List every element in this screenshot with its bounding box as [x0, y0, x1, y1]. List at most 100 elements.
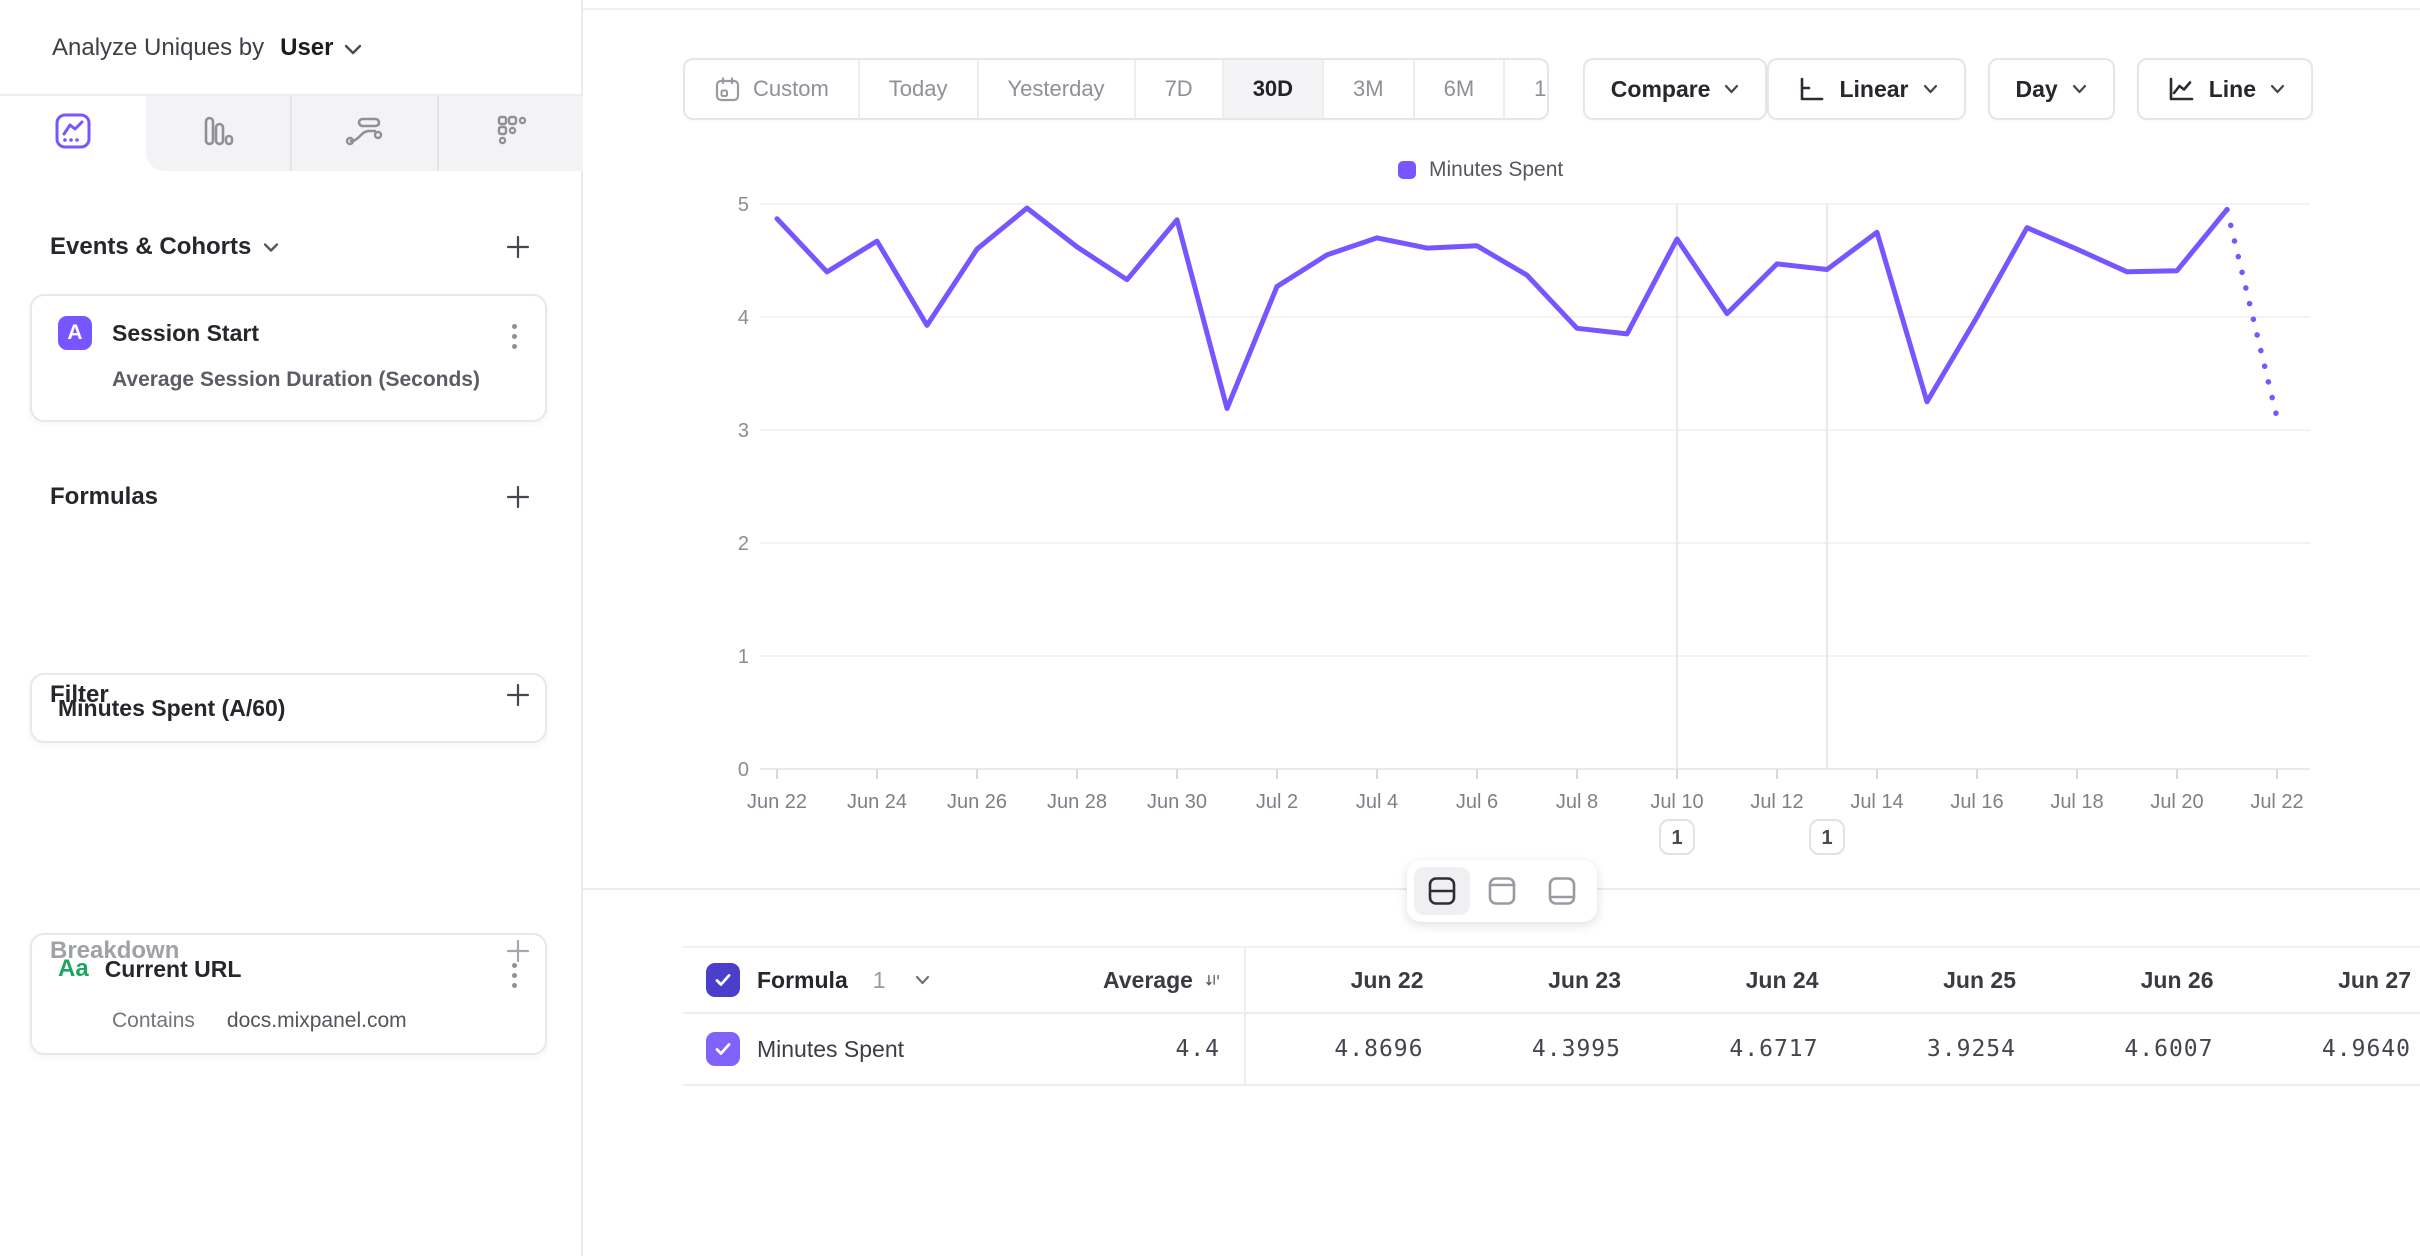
event-letter-badge: A: [58, 316, 92, 350]
scale-dropdown[interactable]: Linear: [1767, 58, 1966, 120]
table-only-icon: [1548, 877, 1575, 905]
annotation-badge[interactable]: [1659, 819, 1695, 855]
linear-axis-icon: [1801, 77, 1824, 101]
range-option-custom[interactable]: Custom: [685, 60, 860, 118]
formula-group-number: 1: [872, 966, 886, 993]
flows-tab-icon: [343, 111, 385, 156]
formula-card[interactable]: Minutes Spent (A/60): [30, 673, 547, 743]
date-column-header[interactable]: Jun 25: [1943, 966, 2016, 993]
chart-type-label: Line: [2208, 75, 2256, 102]
bar-chart-tab-icon: [198, 111, 238, 156]
analyze-value-dropdown[interactable]: User: [280, 34, 334, 61]
compare-label: Compare: [1610, 75, 1711, 102]
range-option-6m[interactable]: 6M: [1415, 60, 1506, 118]
scale-label: Linear: [1839, 75, 1909, 102]
y-axis-tick-label: 1: [738, 646, 749, 668]
split-view-icon: [1428, 877, 1455, 905]
date-column-header[interactable]: Jun 24: [1745, 966, 1819, 993]
range-option-3m[interactable]: 3M: [1324, 60, 1415, 118]
x-axis-tick-label: Jul 16: [1950, 791, 2003, 813]
range-option-label: 7D: [1164, 76, 1193, 101]
date-column-header[interactable]: Jun 27: [2338, 966, 2411, 993]
tab-flows[interactable]: [290, 96, 436, 171]
query-builder-sidebar: Analyze Uniques by User: [0, 0, 583, 1256]
tab-retention[interactable]: [436, 96, 583, 171]
range-option-7d[interactable]: 7D: [1136, 60, 1224, 118]
interval-dropdown[interactable]: Day: [1987, 58, 2115, 120]
add-event-button[interactable]: [503, 232, 533, 262]
tab-funnels[interactable]: [146, 96, 290, 171]
series-line-incomplete-dotted[interactable]: [2224, 206, 2280, 421]
chevron-down-icon: [1725, 84, 1739, 94]
retention-grid-tab-icon: [491, 111, 531, 156]
x-axis-tick-label: Jun 24: [847, 791, 907, 813]
analyze-uniques-row: Analyze Uniques by User: [52, 34, 362, 62]
range-option-label: 6M: [1443, 76, 1475, 101]
sort-icon[interactable]: [1205, 969, 1220, 992]
compare-button[interactable]: Compare: [1582, 58, 1768, 120]
range-option-yesterday[interactable]: Yesterday: [979, 60, 1136, 118]
series-value-cell: 4.3995: [1531, 1036, 1621, 1062]
line-chart-icon: [2169, 77, 2194, 101]
range-option-30d[interactable]: 30D: [1223, 60, 1325, 118]
add-filter-button[interactable]: [503, 680, 533, 710]
chevron-down-icon[interactable]: [344, 34, 362, 62]
x-axis-tick-label: Jul 4: [1356, 791, 1398, 813]
layout-toggle-group: [1406, 860, 1597, 922]
formula-expression[interactable]: Minutes Spent (A/60): [58, 694, 286, 721]
x-axis-tick-label: Jul 6: [1456, 791, 1498, 813]
y-axis-tick-label: 0: [738, 759, 749, 781]
string-property-icon: Aa: [58, 955, 89, 982]
chart-legend[interactable]: Minutes Spent: [1398, 158, 1563, 182]
annotation-badge[interactable]: [1809, 819, 1845, 855]
date-column-header[interactable]: Jun 26: [2140, 966, 2214, 993]
filter-card-current-url[interactable]: Aa Current URL Contains docs.mixpanel.co…: [30, 933, 547, 1055]
date-column-header[interactable]: Jun 22: [1350, 966, 1424, 993]
series-value-cell: 4.9640: [2321, 1036, 2411, 1062]
add-formula-button[interactable]: [503, 482, 533, 512]
filter-property-name[interactable]: Current URL: [104, 955, 242, 982]
layout-table-only-button[interactable]: [1534, 867, 1590, 915]
chevron-down-icon[interactable]: [915, 975, 930, 985]
chevron-down-icon[interactable]: [263, 242, 279, 253]
average-column-header[interactable]: Average: [1103, 966, 1193, 993]
series-line[interactable]: [774, 205, 2230, 411]
x-axis-tick-label: Jul 22: [2250, 791, 2303, 813]
formula-group-label[interactable]: Formula: [757, 966, 848, 993]
x-axis-tick-label: Jun 30: [1147, 791, 1207, 813]
x-axis-tick-label: Jul 8: [1556, 791, 1598, 813]
add-breakdown-button[interactable]: [503, 936, 533, 966]
kebab-menu-icon[interactable]: [508, 320, 521, 353]
layout-split-view-button[interactable]: [1413, 867, 1470, 915]
table-header-row: Formula 1 Average Jun 22 Jun 23 Jun 24 Jun …: [683, 946, 2420, 1014]
kebab-menu-icon[interactable]: [508, 959, 521, 992]
y-axis-tick-label: 2: [738, 533, 749, 555]
series-checkbox[interactable]: [706, 1032, 740, 1066]
series-value-cell: 3.9254: [1926, 1036, 2016, 1062]
chart-type-dropdown[interactable]: Line: [2136, 58, 2313, 120]
series-name[interactable]: Minutes Spent: [757, 1035, 905, 1062]
range-option-12m[interactable]: 12M: [1505, 60, 1547, 118]
tab-insights[interactable]: [0, 96, 146, 171]
breakdown-section-title: Breakdown: [50, 937, 180, 964]
layout-chart-only-button[interactable]: [1474, 867, 1530, 915]
chart-only-icon: [1488, 877, 1515, 905]
filter-value[interactable]: docs.mixpanel.com: [226, 1009, 407, 1032]
chevron-down-icon: [1923, 84, 1937, 94]
breakdown-section: Breakdown: [30, 936, 547, 966]
range-option-label: 30D: [1252, 76, 1294, 101]
event-card-session-start[interactable]: A Session Start Average Session Duration…: [30, 294, 547, 422]
event-aggregation[interactable]: Average Session Duration (Seconds): [112, 368, 480, 391]
select-all-checkbox[interactable]: [706, 963, 740, 997]
report-type-tabs: [0, 94, 583, 171]
date-column-header[interactable]: Jun 23: [1548, 966, 1621, 993]
chevron-down-icon: [2270, 84, 2285, 94]
series-value-cell: 4.8696: [1334, 1036, 1424, 1062]
event-name[interactable]: Session Start: [112, 319, 259, 346]
check-icon: [715, 1043, 731, 1055]
range-option-today[interactable]: Today: [860, 60, 979, 118]
report-main-area: Custom Today Yesterday 7D 30D 3M 6M 12M Compare…: [583, 0, 2420, 1256]
table-data-row: Minutes Spent 4.4 4.8696 4.3995 4.6717 3.92…: [683, 1014, 2420, 1086]
events-title-text: Events & Cohorts: [50, 233, 252, 260]
filter-operator[interactable]: Contains: [112, 1009, 195, 1032]
